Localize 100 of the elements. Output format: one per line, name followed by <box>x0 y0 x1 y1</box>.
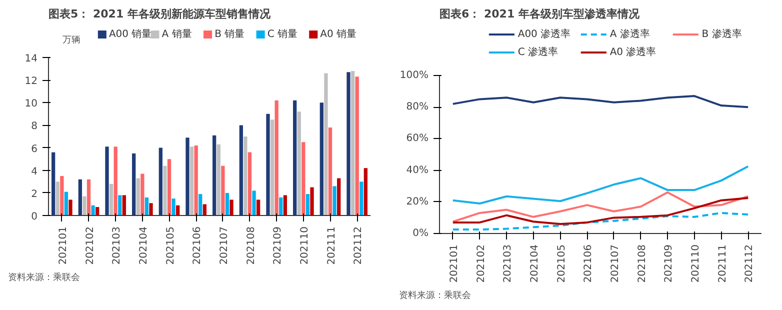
bar <box>302 142 306 216</box>
x-tick-label: 202106 <box>583 244 594 283</box>
bar <box>244 136 248 216</box>
bar <box>350 71 355 216</box>
y-tick-label: 20% <box>406 196 429 208</box>
y-tick-label: 0 <box>31 212 38 222</box>
x-tick-label: 202109 <box>272 226 284 265</box>
bar <box>56 182 60 216</box>
y-tick-label: 80% <box>406 102 429 113</box>
y-tick-label: 40% <box>406 164 429 176</box>
y-tick-label: 4 <box>31 166 38 178</box>
x-tick-label: 202110 <box>299 226 310 265</box>
bar <box>239 125 243 216</box>
bar <box>328 127 332 216</box>
bar <box>212 135 216 216</box>
bar <box>140 174 144 216</box>
x-tick-label: 202111 <box>326 226 338 265</box>
line-series <box>452 165 750 204</box>
x-tick-label: 202103 <box>502 244 514 283</box>
line-series <box>452 95 750 108</box>
x-tick-label: 202107 <box>610 244 621 283</box>
bar <box>252 190 256 216</box>
bar <box>225 192 230 216</box>
bar <box>198 194 202 216</box>
bar <box>310 187 314 216</box>
x-tick-label: 202106 <box>192 226 204 265</box>
x-tick-label: 202111 <box>717 244 728 283</box>
y-tick-label: 0% <box>412 228 429 239</box>
bar <box>172 198 176 216</box>
bar <box>320 102 324 216</box>
legend-label: A 渗透率 <box>610 28 650 40</box>
x-tick-label: 202112 <box>744 244 756 283</box>
x-tick-label: 202105 <box>165 226 176 265</box>
bar <box>194 146 198 216</box>
y-tick-label: 10 <box>24 98 38 110</box>
bar <box>114 146 118 216</box>
y-tick-label: 12 <box>24 76 38 88</box>
bar <box>186 138 190 216</box>
y-tick-label: 14 <box>24 54 38 64</box>
bar <box>360 182 364 216</box>
bar <box>230 200 234 216</box>
x-tick-label: 202104 <box>138 226 150 265</box>
bar <box>364 168 368 216</box>
bar <box>297 112 301 216</box>
x-tick-label: 202102 <box>84 226 96 265</box>
x-tick-label: 202103 <box>112 226 123 265</box>
bar <box>167 159 172 216</box>
bar <box>221 166 225 216</box>
y-tick-label: 100% <box>400 70 429 81</box>
bar <box>158 148 162 216</box>
y-tick-label: 8 <box>31 121 38 132</box>
bar <box>293 100 297 216</box>
y-tick-label: 60% <box>406 133 429 144</box>
bar <box>136 178 140 216</box>
text: 资料来源：乘联会 <box>8 272 80 285</box>
x-tick-label: 202110 <box>690 244 702 283</box>
x-tick-label: 202112 <box>353 226 364 265</box>
legend-label: B 渗透率 <box>702 28 742 40</box>
bar <box>144 197 149 216</box>
line-series <box>452 212 750 231</box>
x-tick-label: 202101 <box>448 244 460 283</box>
bar <box>283 195 287 216</box>
x-tick-label: 202102 <box>476 244 487 283</box>
bar <box>163 166 167 216</box>
bar <box>91 205 95 216</box>
bar <box>337 178 341 216</box>
bar <box>176 205 180 216</box>
bar <box>82 196 86 216</box>
chart-title: 图表6： 2021 年各级别车型渗透率情况 <box>440 8 640 20</box>
bar <box>105 146 109 216</box>
y-axis-title: 万辆 <box>62 34 80 46</box>
bar <box>132 153 136 216</box>
bar <box>332 186 336 216</box>
bar <box>149 203 153 216</box>
x-tick-label: 202105 <box>556 244 568 283</box>
bar <box>346 72 350 216</box>
bar <box>270 120 274 216</box>
x-tick-label: 202104 <box>529 244 540 283</box>
line-series <box>452 191 750 223</box>
x-tick-label: 202108 <box>246 226 257 265</box>
bar <box>216 144 220 216</box>
x-tick-label: 202107 <box>218 226 230 265</box>
bar <box>64 192 68 216</box>
text: 资料来源：乘联会 <box>399 290 471 303</box>
bar <box>60 176 64 216</box>
bar <box>266 114 270 216</box>
y-tick-label: 6 <box>31 144 38 155</box>
x-tick-label: 202108 <box>636 244 648 283</box>
x-tick-label: 202109 <box>664 244 675 283</box>
bar <box>118 195 122 216</box>
legend-label: A 销量 <box>162 29 192 40</box>
bar <box>78 179 82 216</box>
y-tick-label: 2 <box>31 188 38 200</box>
legend-label: A00 渗透率 <box>518 28 571 40</box>
bar <box>274 100 278 216</box>
bar <box>190 146 194 216</box>
bar <box>256 200 260 216</box>
bar <box>52 152 56 216</box>
bar <box>96 207 100 216</box>
legend-label: C 渗透率 <box>518 46 558 58</box>
